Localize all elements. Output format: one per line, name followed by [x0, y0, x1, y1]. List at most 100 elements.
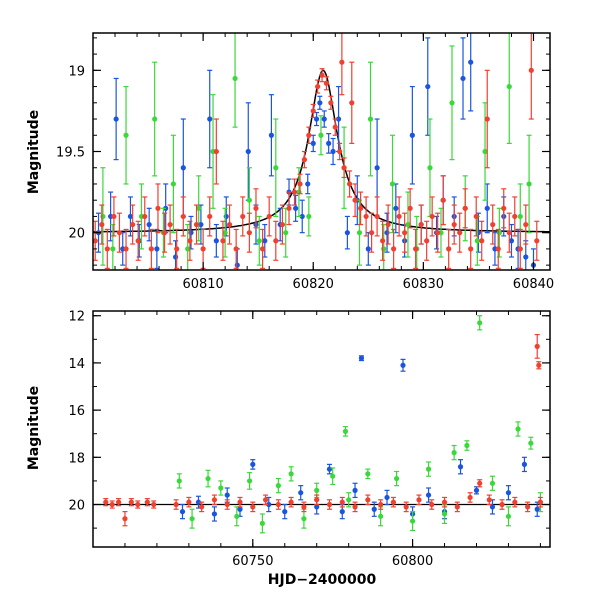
- point-marker: [534, 506, 540, 512]
- point-marker: [115, 499, 122, 505]
- full-data-point: [473, 486, 480, 495]
- point-marker: [135, 501, 141, 508]
- point-marker: [390, 499, 397, 505]
- point-marker: [464, 442, 470, 449]
- point-marker: [357, 205, 364, 211]
- full-data-point: [128, 498, 134, 507]
- full-data-point: [115, 498, 122, 507]
- zoomed-data-point: [246, 212, 252, 253]
- zoomed-data-point: [291, 178, 298, 206]
- zoomed-data-point: [367, 61, 374, 177]
- zoomed-data-point: [319, 68, 325, 83]
- point-marker: [468, 59, 474, 65]
- point-marker: [326, 466, 333, 472]
- full-data-point: [326, 463, 333, 475]
- point-marker: [246, 197, 252, 203]
- point-marker: [384, 230, 390, 236]
- full-data-point: [486, 494, 492, 506]
- point-marker: [484, 205, 490, 211]
- point-marker: [457, 230, 463, 236]
- point-marker: [385, 221, 391, 228]
- zoomed-data-point: [207, 196, 213, 237]
- zoomed-data-point: [286, 191, 292, 226]
- point-marker: [378, 501, 384, 508]
- point-marker: [224, 501, 230, 508]
- zoomed-data-point: [506, 33, 512, 144]
- point-marker: [489, 504, 496, 510]
- y-tick-label: 19.5: [56, 146, 85, 161]
- point-marker: [286, 205, 292, 211]
- point-marker: [275, 501, 281, 508]
- point-marker: [517, 246, 523, 252]
- zoomed-data-point: [335, 85, 342, 153]
- point-marker: [365, 497, 371, 503]
- zoomed-data-point: [468, 33, 474, 112]
- point-marker: [262, 497, 269, 503]
- point-marker: [154, 246, 160, 252]
- point-marker: [306, 132, 312, 138]
- full-data-point: [339, 496, 345, 508]
- zoomed-data-point: [240, 196, 246, 237]
- point-marker: [352, 487, 358, 493]
- point-marker: [259, 246, 266, 252]
- zoomed-data-point: [142, 196, 148, 237]
- zoomed-data-point: [116, 212, 123, 253]
- x-tick-label: 60750: [232, 554, 273, 569]
- point-marker: [151, 501, 157, 508]
- point-marker: [380, 238, 386, 244]
- full-data-point: [179, 503, 186, 520]
- point-marker: [342, 428, 349, 434]
- point-marker: [484, 116, 490, 122]
- point-marker: [523, 221, 529, 228]
- point-marker: [273, 165, 279, 171]
- point-marker: [253, 205, 259, 211]
- point-marker: [521, 461, 528, 467]
- point-marker: [468, 246, 474, 252]
- zoomed-data-point: [462, 188, 468, 229]
- zoomed-data-point: [473, 196, 479, 237]
- point-marker: [103, 499, 109, 505]
- point-marker: [409, 518, 416, 524]
- point-marker: [413, 246, 419, 252]
- full-data-point: [441, 503, 448, 525]
- point-marker: [349, 100, 355, 106]
- full-data-point: [505, 485, 512, 501]
- x-tick-label: 60800: [392, 554, 433, 569]
- zoomed-data-point: [369, 212, 375, 253]
- point-marker: [425, 466, 432, 472]
- point-marker: [207, 116, 213, 122]
- point-marker: [188, 230, 194, 236]
- point-marker: [526, 181, 532, 187]
- zoomed-data-point: [283, 207, 289, 258]
- point-marker: [369, 230, 375, 236]
- point-marker: [173, 501, 179, 508]
- point-marker: [407, 205, 413, 211]
- zoomed-data-point: [457, 212, 463, 253]
- x-axis-label: HJD−2400000: [268, 572, 377, 588]
- point-marker: [505, 490, 512, 496]
- full-data-point: [186, 496, 192, 508]
- zoomed-data-point: [135, 220, 141, 261]
- point-marker: [496, 230, 502, 236]
- point-marker: [326, 501, 333, 508]
- zoomed-data-point: [161, 212, 168, 253]
- point-marker: [196, 205, 202, 211]
- point-marker: [467, 494, 473, 501]
- zoomed-data-point: [427, 118, 433, 218]
- point-marker: [405, 221, 411, 228]
- zoomed-data-point: [299, 199, 305, 234]
- zoomed-data-point: [526, 134, 532, 234]
- point-marker: [172, 254, 179, 260]
- point-marker: [146, 221, 152, 228]
- zoomed-data-point: [517, 228, 523, 269]
- point-marker: [449, 100, 455, 106]
- full-data-point: [122, 511, 128, 527]
- zoomed-data-point: [253, 188, 259, 229]
- full-data-point: [515, 421, 521, 437]
- zoomed-data-point: [501, 188, 507, 229]
- full-data-point: [477, 315, 483, 331]
- point-marker: [323, 80, 330, 86]
- point-marker: [528, 440, 534, 446]
- point-marker: [123, 246, 129, 252]
- full-data-point: [250, 459, 256, 470]
